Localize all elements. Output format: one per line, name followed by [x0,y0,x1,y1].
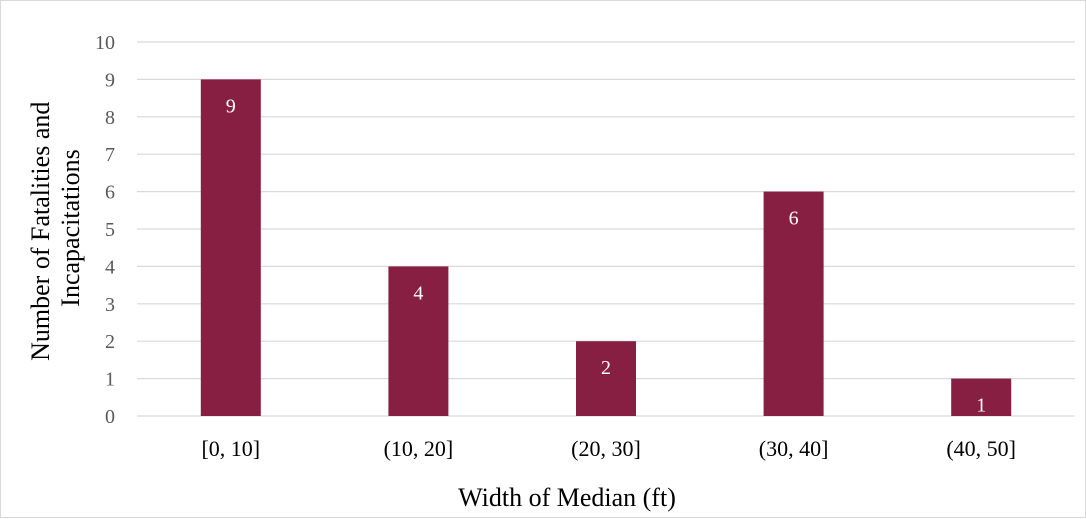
bar [763,191,824,416]
data-label: 6 [789,208,799,230]
bar [388,266,449,416]
x-axis-title: Width of Median (ft) [458,483,676,512]
y-tick-label: 3 [105,294,115,316]
y-axis-title-line-1: Number of Fatalities and [26,102,55,361]
y-axis-title: Number of Fatalities and Incapacitations [26,95,85,361]
data-label: 9 [226,95,236,117]
bars [200,79,1012,417]
y-tick-label: 0 [105,406,115,428]
y-tick-label: 6 [105,182,115,204]
data-label: 2 [601,357,611,379]
x-tick-label: (10, 20] [384,436,454,461]
y-tick-labels: 0 1 2 3 4 5 6 7 8 9 10 [95,32,115,428]
gridlines [137,41,1075,417]
y-tick-label: 1 [105,369,115,391]
bar [576,341,636,416]
x-tick-label: (20, 30] [571,436,641,461]
bar [200,79,261,417]
data-labels: 9 4 2 6 1 [226,95,986,416]
y-axis-title-line-2: Incapacitations [56,149,85,306]
y-tick-label: 7 [105,144,115,166]
y-tick-label: 4 [105,256,115,278]
y-tick-label: 10 [95,32,115,54]
bar [951,378,1012,416]
x-tick-label: [0, 10] [201,436,260,461]
y-tick-label: 5 [105,219,115,241]
x-tick-labels: [0, 10] (10, 20] (20, 30] (30, 40] (40, 50] [201,436,1016,461]
y-tick-label: 8 [105,107,115,129]
x-tick-label: (30, 40] [759,436,829,461]
x-tick-label: (40, 50] [946,436,1016,461]
y-tick-label: 9 [105,69,115,91]
data-label: 1 [976,395,986,417]
y-tick-label: 2 [105,331,115,353]
data-label: 4 [413,282,423,304]
